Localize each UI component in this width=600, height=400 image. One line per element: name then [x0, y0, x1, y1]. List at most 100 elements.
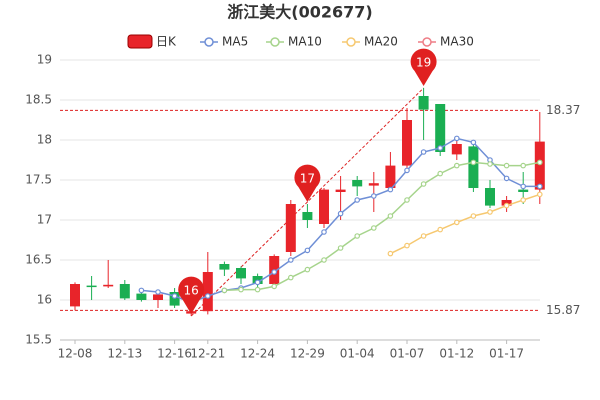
y-tick-label: 16 [37, 293, 52, 307]
legend-label: MA20 [364, 35, 398, 49]
candle-body [335, 189, 346, 192]
candle-body [285, 204, 296, 252]
pin-label: 19 [416, 56, 431, 70]
ma-point [420, 233, 427, 239]
ma-point [138, 287, 145, 294]
ma-point [171, 293, 178, 299]
ma-point [304, 266, 311, 273]
reference-label: 18.37 [546, 103, 580, 117]
candle-body [501, 200, 512, 206]
ma-point [520, 183, 527, 190]
legend-swatch [270, 37, 280, 47]
ma-point [437, 226, 444, 233]
ma-point [470, 213, 477, 219]
ma-point [453, 135, 460, 142]
candle-body [468, 146, 479, 188]
ma-point [404, 167, 410, 174]
ma-line [390, 193, 541, 255]
ma-point [321, 257, 327, 263]
ma-point [271, 283, 278, 290]
x-tick-label: 01-04 [340, 347, 375, 361]
ma-point [238, 286, 244, 293]
ma-point [287, 274, 294, 281]
candle-body [153, 294, 163, 300]
ma-point [536, 183, 543, 190]
ma-point [354, 197, 361, 203]
ma-point [453, 162, 460, 169]
candle-body [219, 264, 230, 270]
ma-point [404, 197, 410, 203]
ma-point [337, 245, 344, 251]
y-tick-label: 16.5 [25, 253, 52, 267]
ma-point [254, 279, 261, 286]
candle-body [302, 212, 313, 220]
x-tick-label: 01-12 [439, 347, 474, 361]
x-tick-label: 12-16 [157, 347, 192, 361]
ma-point [470, 139, 477, 146]
candle-body [385, 165, 396, 188]
candle-body [485, 188, 495, 206]
x-tick-label: 12-08 [58, 347, 93, 361]
ma-point [487, 161, 493, 167]
y-tick-label: 17.5 [25, 173, 52, 187]
candle-body [435, 104, 446, 152]
candle-body [136, 293, 147, 300]
x-tick-label: 12-21 [190, 347, 225, 361]
legend-label: MA5 [222, 35, 248, 49]
pin-label: 17 [300, 172, 315, 186]
x-tick-label: 12-13 [107, 347, 142, 361]
ma-point [487, 209, 493, 215]
ma-point [221, 287, 228, 294]
ma-point [470, 159, 477, 166]
candle-body [402, 120, 412, 166]
candle-body [236, 268, 246, 279]
ma-point [404, 242, 410, 249]
ma-point [370, 225, 377, 231]
legend-swatch [346, 37, 356, 47]
legend-label: MA10 [288, 35, 322, 49]
candle-body [319, 189, 329, 224]
ma-point [304, 247, 311, 254]
ma-point [271, 269, 278, 275]
candle-body [451, 144, 462, 155]
candle-body [368, 183, 379, 186]
legend-swatch [422, 37, 432, 47]
y-tick-label: 17 [37, 213, 52, 227]
candle-body [202, 272, 213, 312]
candle-body [86, 285, 97, 288]
ma-point [387, 186, 394, 193]
pin [410, 48, 437, 86]
ma-point [520, 162, 527, 169]
chart-title: 浙江美大(002677) [227, 3, 372, 22]
x-tick-label: 12-29 [290, 347, 325, 361]
ma-point [420, 181, 427, 187]
x-tick-label: 01-17 [489, 347, 524, 361]
ma-point [437, 170, 444, 177]
ma-point [387, 250, 394, 257]
ma-point [287, 257, 294, 263]
ma-point [354, 233, 361, 239]
legend-swatch [204, 37, 214, 47]
pin-label: 16 [184, 284, 199, 298]
y-tick-label: 15.5 [25, 333, 52, 347]
pin [178, 276, 205, 314]
ma-point [437, 145, 444, 151]
x-tick-label: 12-24 [240, 347, 275, 361]
ma-point [420, 149, 427, 155]
candle-body [103, 284, 114, 287]
ma-point [503, 202, 510, 209]
ma-point [155, 289, 161, 295]
legend-label: MA30 [440, 35, 474, 49]
ma-point [370, 193, 377, 199]
ma-point [453, 219, 460, 226]
ma-point [254, 286, 261, 293]
ma-point [503, 162, 510, 169]
y-tick-label: 18 [37, 133, 52, 147]
legend: 日K MA5 MA10 MA20 MA30 [127, 34, 474, 49]
candle-body [534, 141, 545, 190]
candle-body [352, 180, 363, 187]
reference-label: 15.87 [546, 303, 580, 317]
pin [294, 164, 321, 202]
ma-point [503, 175, 510, 182]
ma-point [520, 197, 527, 203]
